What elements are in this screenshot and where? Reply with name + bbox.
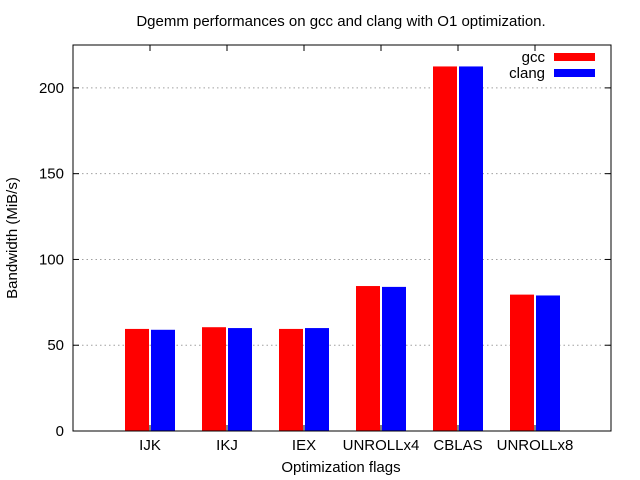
- y-tick-label: 0: [56, 423, 64, 440]
- bar-gcc-iex: [279, 328, 303, 431]
- y-tick-label: 150: [39, 166, 64, 183]
- x-axis-label: Optimization flags: [281, 459, 400, 476]
- bar-clang-ijk: [151, 329, 175, 431]
- bars-layer: [125, 66, 560, 431]
- x-tick-label-iex: IEX: [292, 437, 316, 454]
- bar-gcc-cblas: [433, 66, 457, 431]
- x-tick-label-unrollx4: UNROLLx4: [343, 437, 420, 454]
- y-axis-label: Bandwidth (MiB/s): [4, 177, 21, 299]
- bar-gcc-ikj: [202, 327, 226, 431]
- legend-swatch-gcc: [554, 53, 595, 61]
- bar-clang-unrollx8: [536, 295, 560, 431]
- legend-label-clang: clang: [509, 65, 545, 82]
- y-tick-label: 200: [39, 80, 64, 97]
- bar-clang-cblas: [459, 66, 483, 431]
- axes-layer: 0 50 100 150 200 IJK IKJ IEX UNROLLx4 CBLAS UNROLL…: [39, 44, 612, 454]
- bar-gcc-unrollx8: [510, 294, 534, 431]
- legend-label-gcc: gcc: [522, 49, 546, 66]
- chart-title: Dgemm performances on gcc and clang with…: [136, 13, 545, 30]
- y-tick-label: 100: [39, 251, 64, 268]
- bar-gcc-ijk: [125, 328, 149, 431]
- plot-frame: [72, 44, 612, 432]
- bar-clang-iex: [305, 328, 329, 431]
- bar-gcc-unrollx4: [356, 286, 380, 431]
- x-tick-label-unrollx8: UNROLLx8: [497, 437, 574, 454]
- x-tick-label-cblas: CBLAS: [433, 437, 482, 454]
- x-tick-label-ijk: IJK: [139, 437, 161, 454]
- y-tick-label: 50: [47, 337, 64, 354]
- bar-clang-unrollx4: [382, 286, 406, 431]
- x-tick-label-ikj: IKJ: [216, 437, 238, 454]
- legend-swatch-clang: [554, 69, 595, 77]
- bar-clang-ikj: [228, 328, 252, 431]
